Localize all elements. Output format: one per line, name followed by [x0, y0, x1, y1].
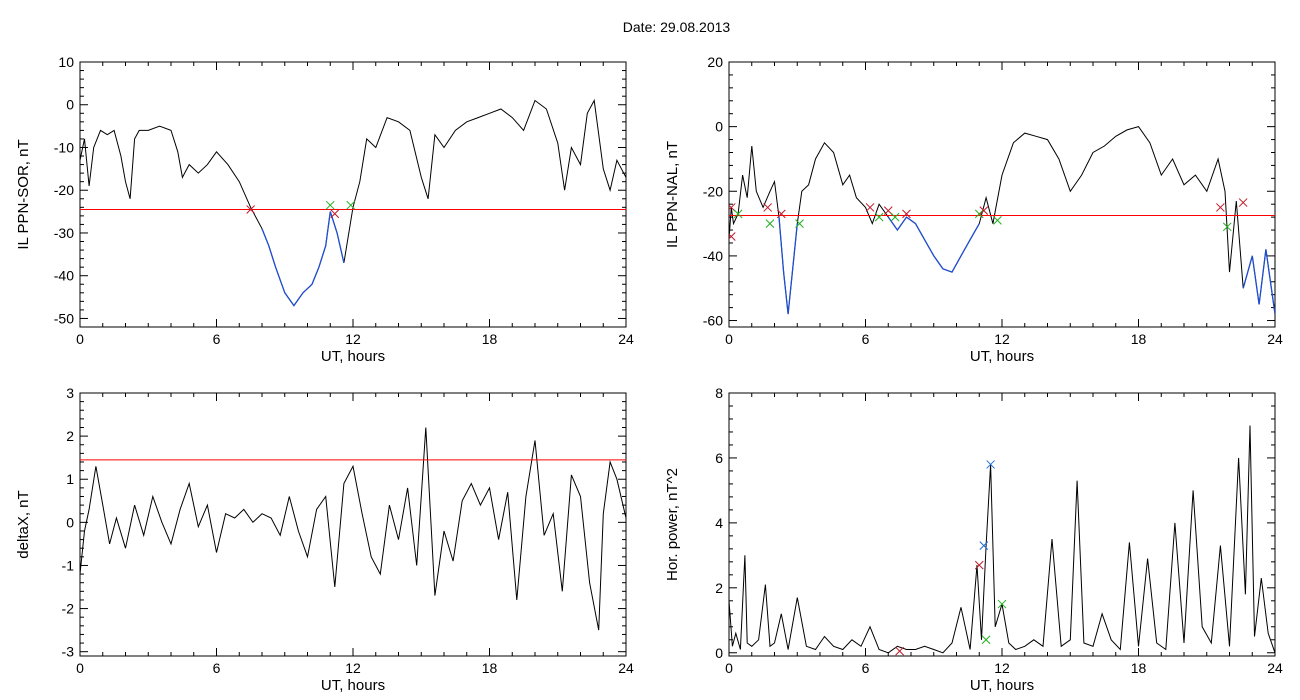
figure-title: Date: 29.08.2013	[622, 19, 731, 35]
y-tick-label: -40	[54, 268, 74, 284]
x-tick-label: 6	[862, 331, 870, 347]
cross-marker	[795, 219, 804, 228]
y-tick-label: 10	[58, 54, 74, 70]
x-tick-label: 0	[725, 331, 733, 347]
cross-marker	[763, 203, 773, 212]
y-tick-label: 0	[715, 645, 723, 661]
series-line	[729, 126, 1275, 315]
series-line	[80, 427, 626, 631]
y-tick-label: 2	[715, 580, 723, 596]
cross-marker	[776, 209, 786, 219]
x-tick-label: 18	[482, 660, 498, 676]
cross-marker	[986, 460, 995, 469]
cross-marker	[330, 209, 340, 219]
panel-top-left: 0 6 12 18 24 -50 -40 -30 -20 -10 0 10 UT, hours IL PP…	[15, 54, 634, 365]
cross-marker	[325, 200, 335, 210]
cross-marker	[733, 209, 743, 219]
plot-frame	[79, 392, 627, 657]
y-tick-label: 4	[715, 515, 723, 531]
x-tick-label: 6	[862, 660, 870, 676]
y-axis-label: IL PPN-SOR, nT	[15, 139, 32, 249]
below-threshold-segment	[887, 216, 980, 273]
y-tick-label: 3	[66, 385, 74, 401]
y-tick-label: 2	[66, 428, 74, 444]
y-tick-label: 6	[715, 450, 723, 466]
y-tick-label: 8	[715, 385, 723, 401]
x-tick-label: 6	[213, 660, 221, 676]
y-tick-label: 20	[707, 54, 723, 70]
cross-marker	[981, 635, 991, 645]
below-threshold-segment	[778, 217, 798, 315]
x-axis-label: UT, hours	[321, 348, 385, 365]
x-tick-label: 18	[482, 331, 498, 347]
y-tick-label: -1	[62, 557, 75, 573]
cross-marker	[974, 209, 984, 219]
x-axis-label: UT, hours	[970, 348, 1034, 365]
plot-area	[80, 98, 626, 307]
y-tick-label: -30	[54, 225, 74, 241]
plot-frame	[728, 392, 1276, 657]
y-tick-label: 0	[66, 514, 74, 530]
plot-frame	[79, 61, 627, 328]
y-tick-label: 0	[66, 97, 74, 113]
cross-marker	[246, 205, 255, 214]
cross-marker	[974, 560, 984, 570]
panel-top-right: 0 6 12 18 24 -60 -40 -20 0 20 UT, hours IL PPN-NAL,…	[664, 54, 1283, 365]
x-tick-label: 18	[1131, 660, 1147, 676]
x-tick-label: 0	[76, 660, 84, 676]
cross-marker	[890, 212, 900, 222]
cross-marker	[346, 200, 356, 210]
cross-marker	[1238, 198, 1248, 207]
y-axis-label: Hor. power, nT^2	[664, 468, 681, 581]
cross-marker	[993, 216, 1002, 225]
cross-marker	[902, 209, 911, 219]
x-tick-label: 18	[1131, 331, 1147, 347]
plot-area	[729, 425, 1275, 656]
cross-marker	[1216, 203, 1225, 212]
series-line	[729, 425, 1275, 654]
x-tick-label: 0	[725, 660, 733, 676]
cross-marker	[874, 212, 884, 222]
y-tick-label: -50	[54, 310, 74, 326]
x-tick-label: 12	[345, 660, 361, 676]
cross-marker	[997, 599, 1007, 609]
y-tick-label: 0	[715, 119, 723, 135]
y-tick-label: -20	[703, 183, 723, 199]
plot-area	[729, 126, 1275, 315]
x-tick-label: 12	[994, 660, 1010, 676]
plot-frame	[728, 61, 1276, 328]
plot-area	[80, 427, 626, 631]
cross-marker	[895, 646, 904, 656]
y-tick-label: 1	[66, 471, 74, 487]
y-axis-label: IL PPN-NAL, nT	[664, 141, 681, 248]
x-tick-label: 0	[76, 331, 84, 347]
y-tick-label: -2	[62, 601, 75, 617]
cross-marker	[979, 206, 989, 216]
x-tick-label: 24	[618, 660, 634, 676]
cross-marker	[979, 541, 989, 550]
x-tick-label: 24	[618, 331, 634, 347]
y-tick-label: -3	[62, 644, 75, 660]
x-tick-label: 12	[994, 331, 1010, 347]
x-tick-label: 24	[1267, 331, 1283, 347]
y-tick-label: -20	[54, 182, 74, 198]
cross-marker	[1222, 222, 1232, 232]
y-tick-label: -40	[703, 248, 723, 264]
x-tick-label: 6	[213, 331, 221, 347]
cross-marker	[765, 219, 775, 228]
y-tick-label: -10	[54, 139, 74, 155]
y-tick-label: -60	[703, 313, 723, 329]
below-threshold-segment	[1242, 249, 1275, 315]
x-axis-label: UT, hours	[970, 677, 1034, 694]
y-axis-label: deltaX, nT	[15, 490, 32, 558]
below-threshold-segment	[261, 211, 345, 307]
x-axis-label: UT, hours	[321, 677, 385, 694]
x-tick-label: 24	[1267, 660, 1283, 676]
cross-marker	[729, 232, 736, 241]
cross-marker	[865, 203, 875, 212]
x-tick-label: 12	[345, 331, 361, 347]
